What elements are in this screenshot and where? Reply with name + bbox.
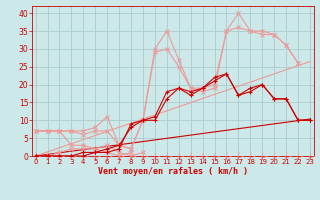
X-axis label: Vent moyen/en rafales ( km/h ): Vent moyen/en rafales ( km/h ): [98, 167, 248, 176]
